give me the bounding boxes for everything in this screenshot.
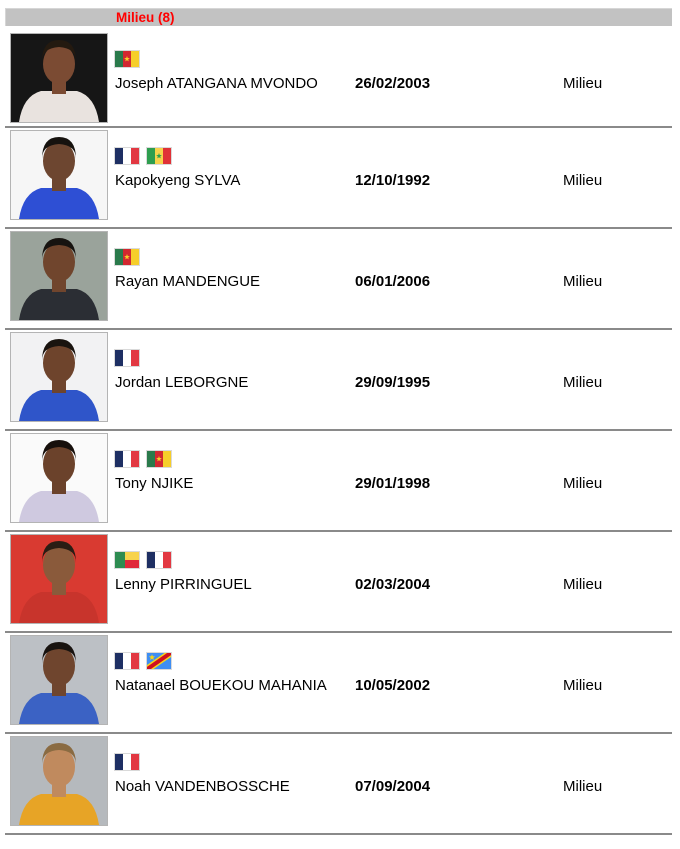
player-birthdate: 10/05/2002 <box>355 677 431 694</box>
player-name: Joseph ATANGANA MVONDO <box>115 75 318 92</box>
flag-cameroon-icon <box>115 249 139 265</box>
flag-france-icon <box>115 350 139 366</box>
section-title: Milieu (8) <box>116 10 175 25</box>
player-position: Milieu <box>563 374 603 391</box>
player-photo <box>10 231 108 321</box>
flag-senegal-icon <box>147 148 171 164</box>
player-position: Milieu <box>563 475 603 492</box>
player-birthdate: 29/09/1995 <box>355 374 431 391</box>
player-name: Rayan MANDENGUE <box>115 273 261 290</box>
player-position: Milieu <box>563 172 603 189</box>
player-position: Milieu <box>563 75 603 92</box>
player-photo <box>10 534 108 624</box>
nationality-flags <box>115 249 139 265</box>
nationality-flags <box>115 350 139 366</box>
player-photo <box>10 635 108 725</box>
flag-france-icon <box>115 653 139 669</box>
player-row[interactable]: Jordan LEBORGNE 29/09/1995 Milieu <box>5 330 672 431</box>
player-name: Noah VANDENBOSSCHE <box>115 778 290 795</box>
flag-cameroon-icon <box>147 451 171 467</box>
player-birthdate: 06/01/2006 <box>355 273 431 290</box>
player-row[interactable]: Joseph ATANGANA MVONDO 26/02/2003 Milieu <box>5 31 672 128</box>
player-photo <box>10 736 108 826</box>
player-name: Natanael BOUEKOU MAHANIA <box>115 677 327 694</box>
player-birthdate: 02/03/2004 <box>355 576 431 593</box>
nationality-flags <box>115 451 171 467</box>
player-row[interactable]: Noah VANDENBOSSCHE 07/09/2004 Milieu <box>5 734 672 835</box>
player-name: Kapokyeng SYLVA <box>115 172 241 189</box>
player-row[interactable]: Rayan MANDENGUE 06/01/2006 Milieu <box>5 229 672 330</box>
player-photo <box>10 33 108 123</box>
player-row[interactable]: Lenny PIRRINGUEL 02/03/2004 Milieu <box>5 532 672 633</box>
player-position: Milieu <box>563 778 603 795</box>
player-birthdate: 07/09/2004 <box>355 778 431 795</box>
player-name: Tony NJIKE <box>115 475 194 492</box>
flag-france-icon <box>147 552 171 568</box>
section-header-bar: Milieu (8) <box>5 8 672 26</box>
player-row[interactable]: Tony NJIKE 29/01/1998 Milieu <box>5 431 672 532</box>
flag-france-icon <box>115 148 139 164</box>
player-birthdate: 26/02/2003 <box>355 75 431 92</box>
player-photo <box>10 433 108 523</box>
nationality-flags <box>115 51 139 67</box>
flag-dr-congo-icon <box>147 653 171 669</box>
player-list: Joseph ATANGANA MVONDO 26/02/2003 Milieu… <box>5 31 672 835</box>
player-position: Milieu <box>563 677 603 694</box>
nationality-flags <box>115 552 171 568</box>
player-position: Milieu <box>563 576 603 593</box>
player-birthdate: 29/01/1998 <box>355 475 431 492</box>
player-position: Milieu <box>563 273 603 290</box>
player-photo <box>10 332 108 422</box>
flag-france-icon <box>115 754 139 770</box>
nationality-flags <box>115 148 171 164</box>
nationality-flags <box>115 653 171 669</box>
player-row[interactable]: Natanael BOUEKOU MAHANIA 10/05/2002 Mili… <box>5 633 672 734</box>
player-name: Jordan LEBORGNE <box>115 374 249 391</box>
player-row[interactable]: Kapokyeng SYLVA 12/10/1992 Milieu <box>5 128 672 229</box>
player-photo <box>10 130 108 220</box>
player-name: Lenny PIRRINGUEL <box>115 576 252 593</box>
nationality-flags <box>115 754 139 770</box>
player-birthdate: 12/10/1992 <box>355 172 431 189</box>
flag-france-icon <box>115 451 139 467</box>
flag-benin-icon <box>115 552 139 568</box>
flag-cameroon-icon <box>115 51 139 67</box>
